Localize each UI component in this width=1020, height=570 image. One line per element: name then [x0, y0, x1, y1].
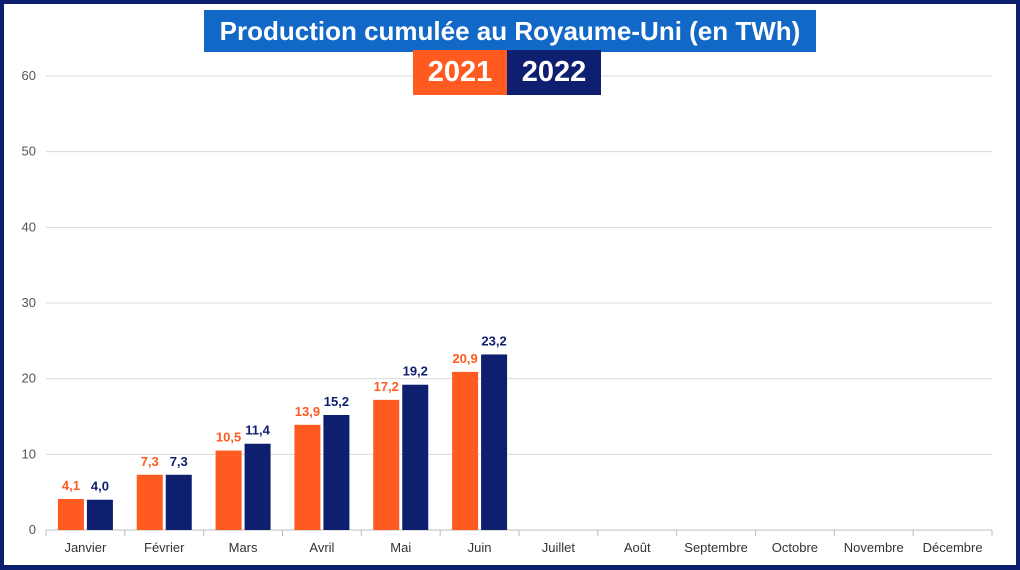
legend-item-2021: 2021 [413, 50, 507, 95]
y-tick-label: 40 [22, 219, 36, 234]
bar-2021 [57, 498, 84, 530]
x-tick-label: Novembre [844, 540, 904, 555]
data-label-2022: 7,3 [170, 454, 188, 469]
bar-2021 [373, 399, 400, 530]
y-tick-label: 10 [22, 446, 36, 461]
x-tick-label: Mai [390, 540, 411, 555]
data-label-2021: 20,9 [452, 351, 477, 366]
bar-2021 [215, 450, 242, 530]
bar-2022 [244, 443, 271, 530]
data-label-2021: 17,2 [374, 379, 399, 394]
x-tick-label: Juillet [542, 540, 576, 555]
chart-title: Production cumulée au Royaume-Uni (en TW… [204, 10, 816, 52]
bar-2022 [402, 384, 429, 530]
data-label-2022: 15,2 [324, 394, 349, 409]
data-label-2022: 23,2 [481, 333, 506, 348]
y-tick-label: 30 [22, 295, 36, 310]
legend-item-2022: 2022 [507, 50, 601, 95]
data-label-2021: 7,3 [141, 454, 159, 469]
y-tick-label: 50 [22, 144, 36, 159]
x-tick-label: Octobre [772, 540, 818, 555]
data-label-2022: 19,2 [403, 364, 428, 379]
x-tick-label: Septembre [684, 540, 748, 555]
x-tick-label: Décembre [923, 540, 983, 555]
x-tick-label: Avril [309, 540, 334, 555]
x-tick-label: Août [624, 540, 651, 555]
bar-2021 [136, 474, 163, 530]
chart-frame [4, 4, 1016, 565]
x-tick-label: Février [144, 540, 185, 555]
x-tick-label: Juin [468, 540, 492, 555]
data-label-2021: 13,9 [295, 404, 320, 419]
bar-2021 [452, 371, 479, 530]
bar-2022 [86, 499, 113, 530]
y-tick-label: 20 [22, 371, 36, 386]
bar-2021 [294, 424, 321, 530]
data-label-2022: 11,4 [245, 423, 270, 438]
x-tick-label: Janvier [64, 540, 107, 555]
x-tick-label: Mars [229, 540, 258, 555]
data-label-2021: 4,1 [62, 478, 80, 493]
bar-2022 [165, 474, 192, 530]
y-tick-label: 60 [22, 68, 36, 83]
data-label-2022: 4,0 [91, 479, 109, 494]
data-label-2021: 10,5 [216, 430, 241, 445]
bar-2022 [481, 354, 508, 530]
bar-2022 [323, 414, 350, 530]
y-tick-label: 0 [29, 522, 36, 537]
legend: 2021 2022 [413, 50, 601, 95]
